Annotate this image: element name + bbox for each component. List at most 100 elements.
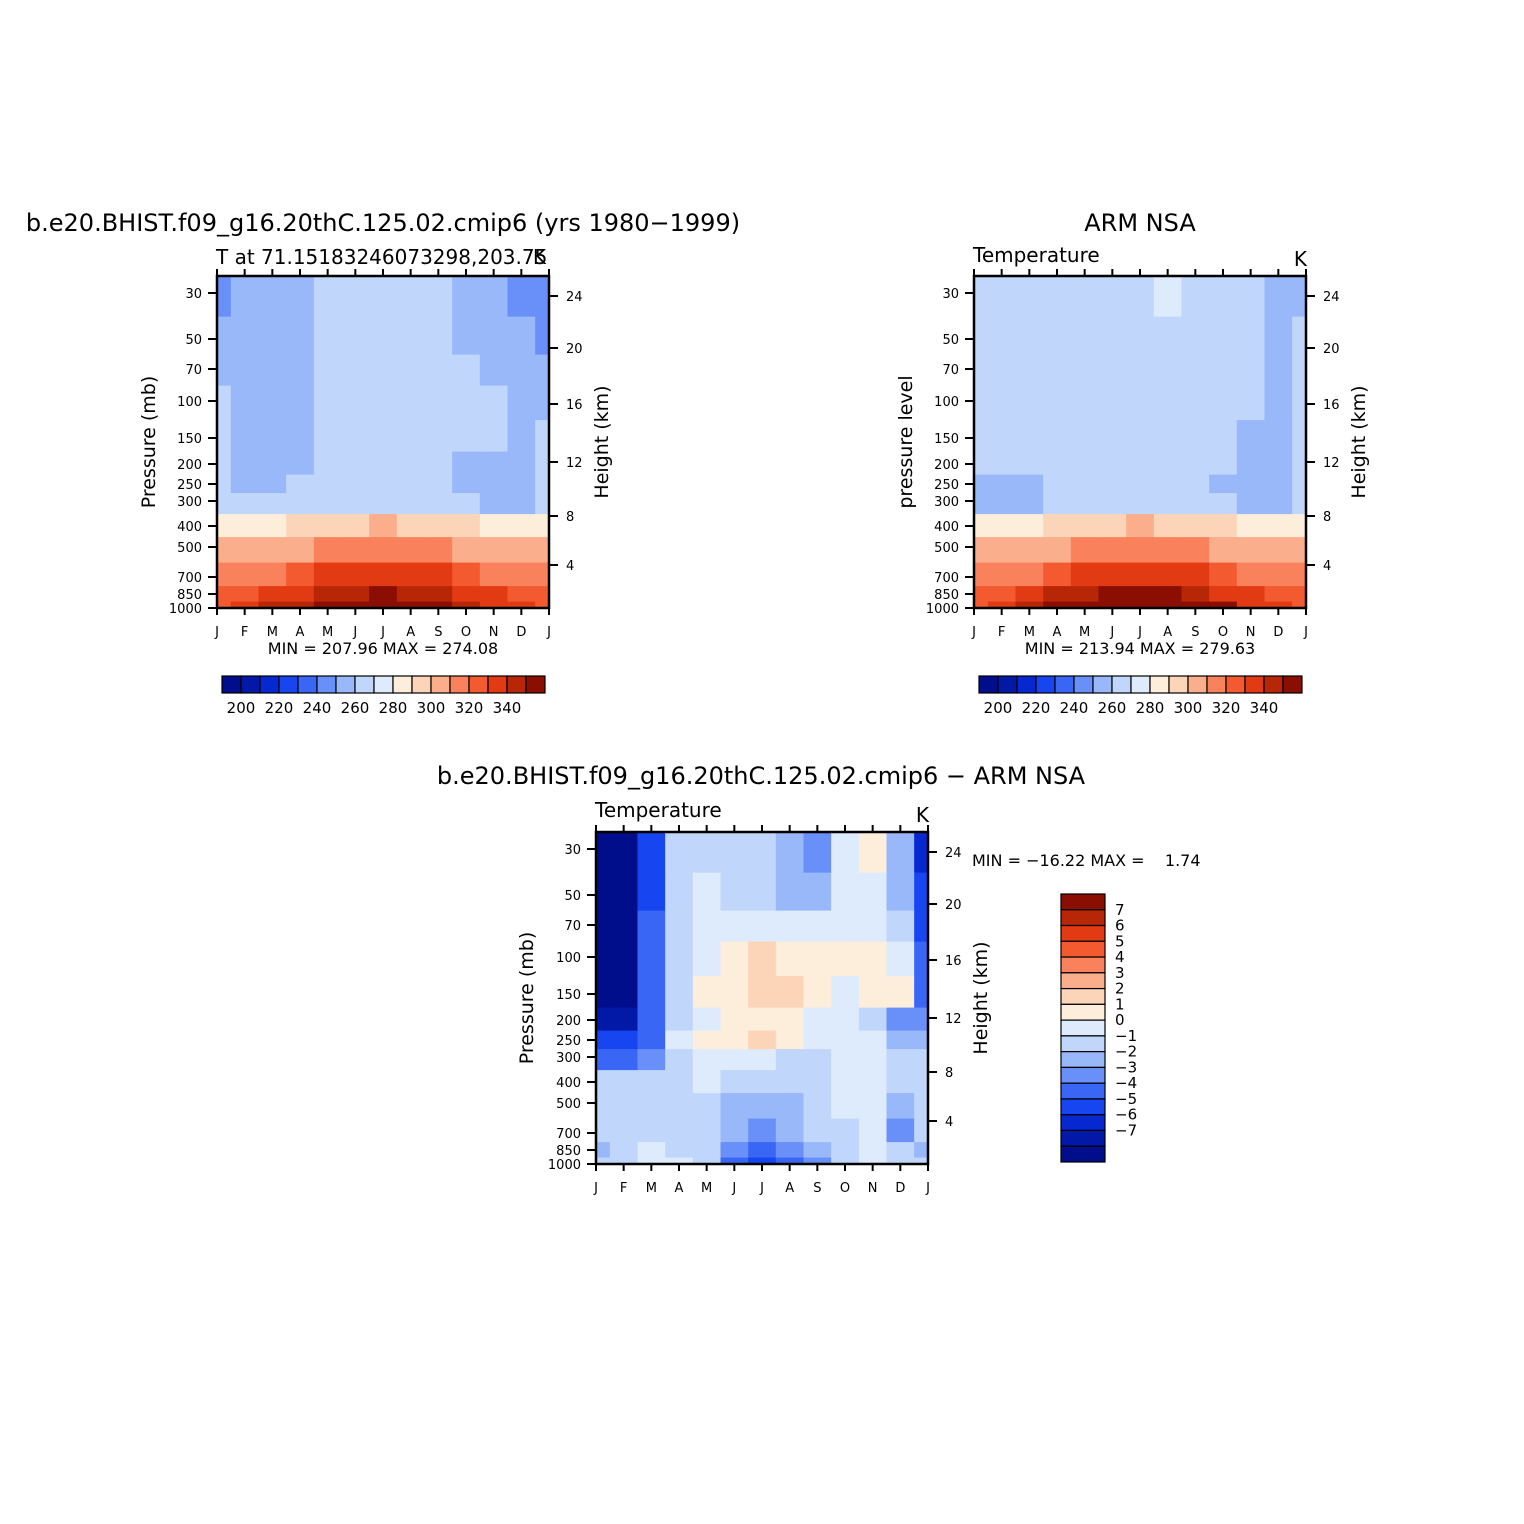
contour-cell: [369, 354, 398, 386]
contour-cell: [1209, 601, 1238, 609]
contour-cell: [974, 513, 989, 538]
contour-cell: [230, 354, 260, 386]
contour-cell: [507, 474, 536, 494]
colorbar-swatch: [449, 675, 470, 694]
contour-cell: [720, 1030, 749, 1050]
contour-cell: [258, 513, 287, 538]
contour-cell: [914, 1092, 929, 1119]
contour-cell: [720, 975, 749, 1008]
y-tick-label: 100: [934, 395, 959, 410]
contour-cell: [886, 1092, 915, 1119]
colorbar-label: 300: [417, 699, 446, 717]
contour-cell: [1126, 513, 1155, 538]
contour-cell: [1181, 316, 1210, 355]
contour-cell: [1015, 562, 1044, 587]
contour-cell: [1209, 451, 1238, 475]
contour-cell: [396, 492, 426, 515]
x-tick-label: J: [214, 625, 219, 640]
contour-cell: [692, 941, 722, 977]
contour-cell: [452, 536, 481, 563]
y-tick-label: 850: [177, 588, 202, 603]
x-tick-label: N: [489, 625, 499, 640]
contour-cell: [748, 1007, 777, 1031]
contour-cell: [1181, 585, 1210, 602]
x-tick-label: J: [731, 1181, 736, 1196]
colorbar-swatch: [1060, 1114, 1106, 1132]
contour-cell: [1070, 513, 1100, 538]
contour-cell: [775, 1048, 805, 1071]
contour-cell: [987, 451, 1017, 475]
y-tick-label-right: 24: [566, 290, 583, 305]
y-tick-label: 400: [177, 520, 202, 535]
contour-cell: [914, 1030, 929, 1050]
contour-cell: [286, 601, 315, 609]
contour-cell: [637, 1007, 666, 1031]
contour-cell: [914, 1118, 929, 1143]
colorbar-label: 200: [984, 699, 1013, 717]
contour-cell: [1070, 474, 1100, 494]
y-tick-label: 200: [934, 458, 959, 473]
contour-cell: [596, 1118, 611, 1143]
colorbar-label: 340: [493, 699, 522, 717]
colorbar-label: 260: [1098, 699, 1127, 717]
y-tick-label-right: 12: [566, 456, 583, 471]
colorbar-label: 5: [1115, 932, 1125, 950]
y-tick-label: 700: [934, 571, 959, 586]
contour-cell: [1209, 513, 1238, 538]
contour-cell: [637, 872, 666, 911]
contour-cell: [858, 941, 888, 977]
colorbar-swatch: [316, 675, 337, 694]
contour-cell: [396, 513, 426, 538]
colorbar-label: −7: [1115, 1121, 1137, 1139]
contour-cell: [341, 316, 370, 355]
contour-cell: [858, 1157, 888, 1165]
y-axis-label: Pressure (mb): [138, 376, 160, 509]
contour-cell: [369, 474, 398, 494]
contour-cell: [803, 1007, 832, 1031]
colorbar-swatch: [411, 675, 432, 694]
x-tick-label: J: [593, 1181, 598, 1196]
contour-cell: [1209, 316, 1238, 355]
contour-cell: [748, 832, 777, 873]
contour-cell: [1209, 419, 1238, 452]
colorbar-swatch: [278, 675, 299, 694]
contour-cell: [217, 513, 232, 538]
contour-cell: [692, 832, 722, 873]
colorbar-swatch: [1060, 972, 1106, 990]
contour-cell: [396, 316, 426, 355]
y-tick-label: 50: [942, 333, 959, 348]
contour-cell: [803, 872, 832, 911]
contour-cell: [1070, 354, 1100, 386]
colorbar-swatch: [1060, 924, 1106, 942]
contour-cell: [637, 1157, 666, 1165]
contour-cell: [775, 941, 805, 977]
colorbar-swatch: [1092, 675, 1113, 694]
contour-cell: [720, 1007, 749, 1031]
panel-model: b.e20.BHIST.f09_g16.20thC.125.02.cmip6 (…: [26, 209, 740, 717]
colorbar-label: 320: [455, 699, 484, 717]
contour-cell: [479, 536, 509, 563]
panel-subtitle: T at 71.15183246073298,203.75: [215, 245, 547, 269]
colorbar-label: 300: [1174, 699, 1203, 717]
contour-cell: [1264, 276, 1293, 317]
contour-cell: [1292, 451, 1307, 475]
x-tick-label: S: [434, 625, 442, 640]
contour-cell: [1126, 585, 1155, 602]
colorbar-swatch: [1282, 675, 1303, 694]
contour-cell: [831, 1030, 860, 1050]
contour-cell: [748, 1092, 777, 1119]
contour-cell: [831, 1092, 860, 1119]
x-tick-label: N: [1246, 625, 1256, 640]
x-tick-label: D: [895, 1181, 905, 1196]
contour-field: [596, 832, 929, 1165]
colorbar-label: −5: [1115, 1090, 1137, 1108]
contour-cell: [258, 451, 287, 475]
contour-cell: [535, 536, 550, 563]
contour-cell: [424, 276, 453, 317]
contour-cell: [692, 1048, 722, 1071]
colorbar-swatch: [978, 675, 999, 694]
contour-cell: [692, 1118, 722, 1143]
colorbar-swatch: [335, 675, 356, 694]
contour-cell: [665, 1141, 694, 1158]
contour-cell: [692, 910, 722, 942]
